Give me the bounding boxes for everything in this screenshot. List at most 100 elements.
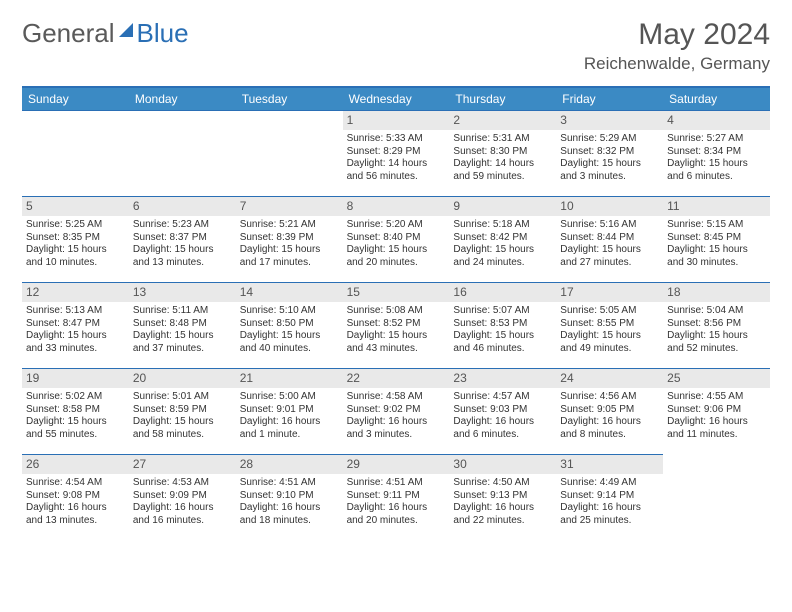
sunset-line: Sunset: 8:45 PM xyxy=(667,232,766,245)
sunset-line: Sunset: 9:06 PM xyxy=(667,404,766,417)
calendar-cell: 22Sunrise: 4:58 AMSunset: 9:02 PMDayligh… xyxy=(343,368,450,454)
calendar-cell: 9Sunrise: 5:18 AMSunset: 8:42 PMDaylight… xyxy=(449,196,556,282)
weekday-header: Tuesday xyxy=(236,88,343,110)
sunrise-line: Sunrise: 5:20 AM xyxy=(347,219,446,232)
daylight-line: Daylight: 16 hours and 3 minutes. xyxy=(347,416,446,441)
sunrise-line: Sunrise: 4:53 AM xyxy=(133,477,232,490)
day-number: 4 xyxy=(663,111,770,130)
daylight-line: Daylight: 15 hours and 20 minutes. xyxy=(347,244,446,269)
day-number: 12 xyxy=(22,283,129,302)
sunrise-line: Sunrise: 5:15 AM xyxy=(667,219,766,232)
daylight-line: Daylight: 16 hours and 8 minutes. xyxy=(560,416,659,441)
sunrise-line: Sunrise: 5:02 AM xyxy=(26,391,125,404)
day-number: 5 xyxy=(22,197,129,216)
calendar-cell: 26Sunrise: 4:54 AMSunset: 9:08 PMDayligh… xyxy=(22,454,129,540)
day-number: 23 xyxy=(449,369,556,388)
day-number: 25 xyxy=(663,369,770,388)
day-number: 14 xyxy=(236,283,343,302)
sunset-line: Sunset: 8:58 PM xyxy=(26,404,125,417)
daylight-line: Daylight: 16 hours and 22 minutes. xyxy=(453,502,552,527)
sunset-line: Sunset: 8:53 PM xyxy=(453,318,552,331)
daylight-line: Daylight: 15 hours and 3 minutes. xyxy=(560,158,659,183)
sunrise-line: Sunrise: 5:00 AM xyxy=(240,391,339,404)
sunset-line: Sunset: 8:32 PM xyxy=(560,146,659,159)
calendar-cell-empty: . xyxy=(236,110,343,196)
day-number: 19 xyxy=(22,369,129,388)
daylight-line: Daylight: 15 hours and 46 minutes. xyxy=(453,330,552,355)
calendar-cell: 28Sunrise: 4:51 AMSunset: 9:10 PMDayligh… xyxy=(236,454,343,540)
daylight-line: Daylight: 15 hours and 13 minutes. xyxy=(133,244,232,269)
sunrise-line: Sunrise: 5:25 AM xyxy=(26,219,125,232)
sunset-line: Sunset: 8:59 PM xyxy=(133,404,232,417)
day-number: 29 xyxy=(343,455,450,474)
sunrise-line: Sunrise: 5:29 AM xyxy=(560,133,659,146)
day-number: 27 xyxy=(129,455,236,474)
daylight-line: Daylight: 15 hours and 55 minutes. xyxy=(26,416,125,441)
sunrise-line: Sunrise: 5:31 AM xyxy=(453,133,552,146)
daylight-line: Daylight: 15 hours and 33 minutes. xyxy=(26,330,125,355)
sunrise-line: Sunrise: 5:33 AM xyxy=(347,133,446,146)
day-number: 17 xyxy=(556,283,663,302)
calendar-cell: 25 Sunrise: 4:55 AMSunset: 9:06 PMDayligh… xyxy=(663,368,770,454)
day-number: 13 xyxy=(129,283,236,302)
sunrise-line: Sunrise: 4:51 AM xyxy=(240,477,339,490)
calendar-cell: 20Sunrise: 5:01 AMSunset: 8:59 PMDayligh… xyxy=(129,368,236,454)
sunset-line: Sunset: 8:29 PM xyxy=(347,146,446,159)
sunset-line: Sunset: 8:35 PM xyxy=(26,232,125,245)
daylight-line: Daylight: 15 hours and 52 minutes. xyxy=(667,330,766,355)
day-number: 16 xyxy=(449,283,556,302)
calendar-cell: 17Sunrise: 5:05 AMSunset: 8:55 PMDayligh… xyxy=(556,282,663,368)
daylight-line: Daylight: 15 hours and 6 minutes. xyxy=(667,158,766,183)
sunset-line: Sunset: 8:30 PM xyxy=(453,146,552,159)
sunset-line: Sunset: 8:48 PM xyxy=(133,318,232,331)
daylight-line: Daylight: 15 hours and 10 minutes. xyxy=(26,244,125,269)
calendar-cell: 30Sunrise: 4:50 AMSunset: 9:13 PMDayligh… xyxy=(449,454,556,540)
daylight-line: Daylight: 15 hours and 43 minutes. xyxy=(347,330,446,355)
daylight-line: Daylight: 14 hours and 59 minutes. xyxy=(453,158,552,183)
header: GeneralBlue May 2024 Reichenwalde, Germa… xyxy=(22,18,770,74)
sunrise-line: Sunrise: 5:23 AM xyxy=(133,219,232,232)
sunset-line: Sunset: 8:50 PM xyxy=(240,318,339,331)
sunset-line: Sunset: 8:42 PM xyxy=(453,232,552,245)
location: Reichenwalde, Germany xyxy=(584,54,770,74)
sunset-line: Sunset: 9:05 PM xyxy=(560,404,659,417)
daylight-line: Daylight: 16 hours and 18 minutes. xyxy=(240,502,339,527)
logo-triangle-icon xyxy=(119,23,133,37)
day-number: 18 xyxy=(663,283,770,302)
day-number: 24 xyxy=(556,369,663,388)
sunrise-line: Sunrise: 4:55 AM xyxy=(667,391,766,404)
sunrise-line: Sunrise: 5:21 AM xyxy=(240,219,339,232)
sunset-line: Sunset: 8:39 PM xyxy=(240,232,339,245)
calendar-cell-empty: . xyxy=(129,110,236,196)
calendar-cell: 16Sunrise: 5:07 AMSunset: 8:53 PMDayligh… xyxy=(449,282,556,368)
daylight-line: Daylight: 15 hours and 24 minutes. xyxy=(453,244,552,269)
sunrise-line: Sunrise: 4:49 AM xyxy=(560,477,659,490)
calendar-cell-empty: . xyxy=(22,110,129,196)
day-number: 7 xyxy=(236,197,343,216)
sunrise-line: Sunrise: 4:56 AM xyxy=(560,391,659,404)
logo: GeneralBlue xyxy=(22,18,189,49)
day-number: 28 xyxy=(236,455,343,474)
day-number: 10 xyxy=(556,197,663,216)
daylight-line: Daylight: 15 hours and 30 minutes. xyxy=(667,244,766,269)
calendar-cell: 14Sunrise: 5:10 AMSunset: 8:50 PMDayligh… xyxy=(236,282,343,368)
sunrise-line: Sunrise: 5:05 AM xyxy=(560,305,659,318)
daylight-line: Daylight: 14 hours and 56 minutes. xyxy=(347,158,446,183)
calendar-cell: 3Sunrise: 5:29 AMSunset: 8:32 PMDaylight… xyxy=(556,110,663,196)
day-number: 2 xyxy=(449,111,556,130)
calendar-cell: 15Sunrise: 5:08 AMSunset: 8:52 PMDayligh… xyxy=(343,282,450,368)
sunrise-line: Sunrise: 5:13 AM xyxy=(26,305,125,318)
daylight-line: Daylight: 16 hours and 6 minutes. xyxy=(453,416,552,441)
calendar-cell: 4Sunrise: 5:27 AMSunset: 8:34 PMDaylight… xyxy=(663,110,770,196)
calendar-cell: 1Sunrise: 5:33 AMSunset: 8:29 PMDaylight… xyxy=(343,110,450,196)
sunset-line: Sunset: 9:11 PM xyxy=(347,490,446,503)
sunrise-line: Sunrise: 4:54 AM xyxy=(26,477,125,490)
calendar-cell: 29Sunrise: 4:51 AMSunset: 9:11 PMDayligh… xyxy=(343,454,450,540)
daylight-line: Daylight: 16 hours and 11 minutes. xyxy=(667,416,766,441)
day-number: 31 xyxy=(556,455,663,474)
sunset-line: Sunset: 8:44 PM xyxy=(560,232,659,245)
daylight-line: Daylight: 15 hours and 37 minutes. xyxy=(133,330,232,355)
weekday-header: Wednesday xyxy=(343,88,450,110)
weekday-header: Thursday xyxy=(449,88,556,110)
calendar-cell: 19 Sunrise: 5:02 AMSunset: 8:58 PMDayligh… xyxy=(22,368,129,454)
